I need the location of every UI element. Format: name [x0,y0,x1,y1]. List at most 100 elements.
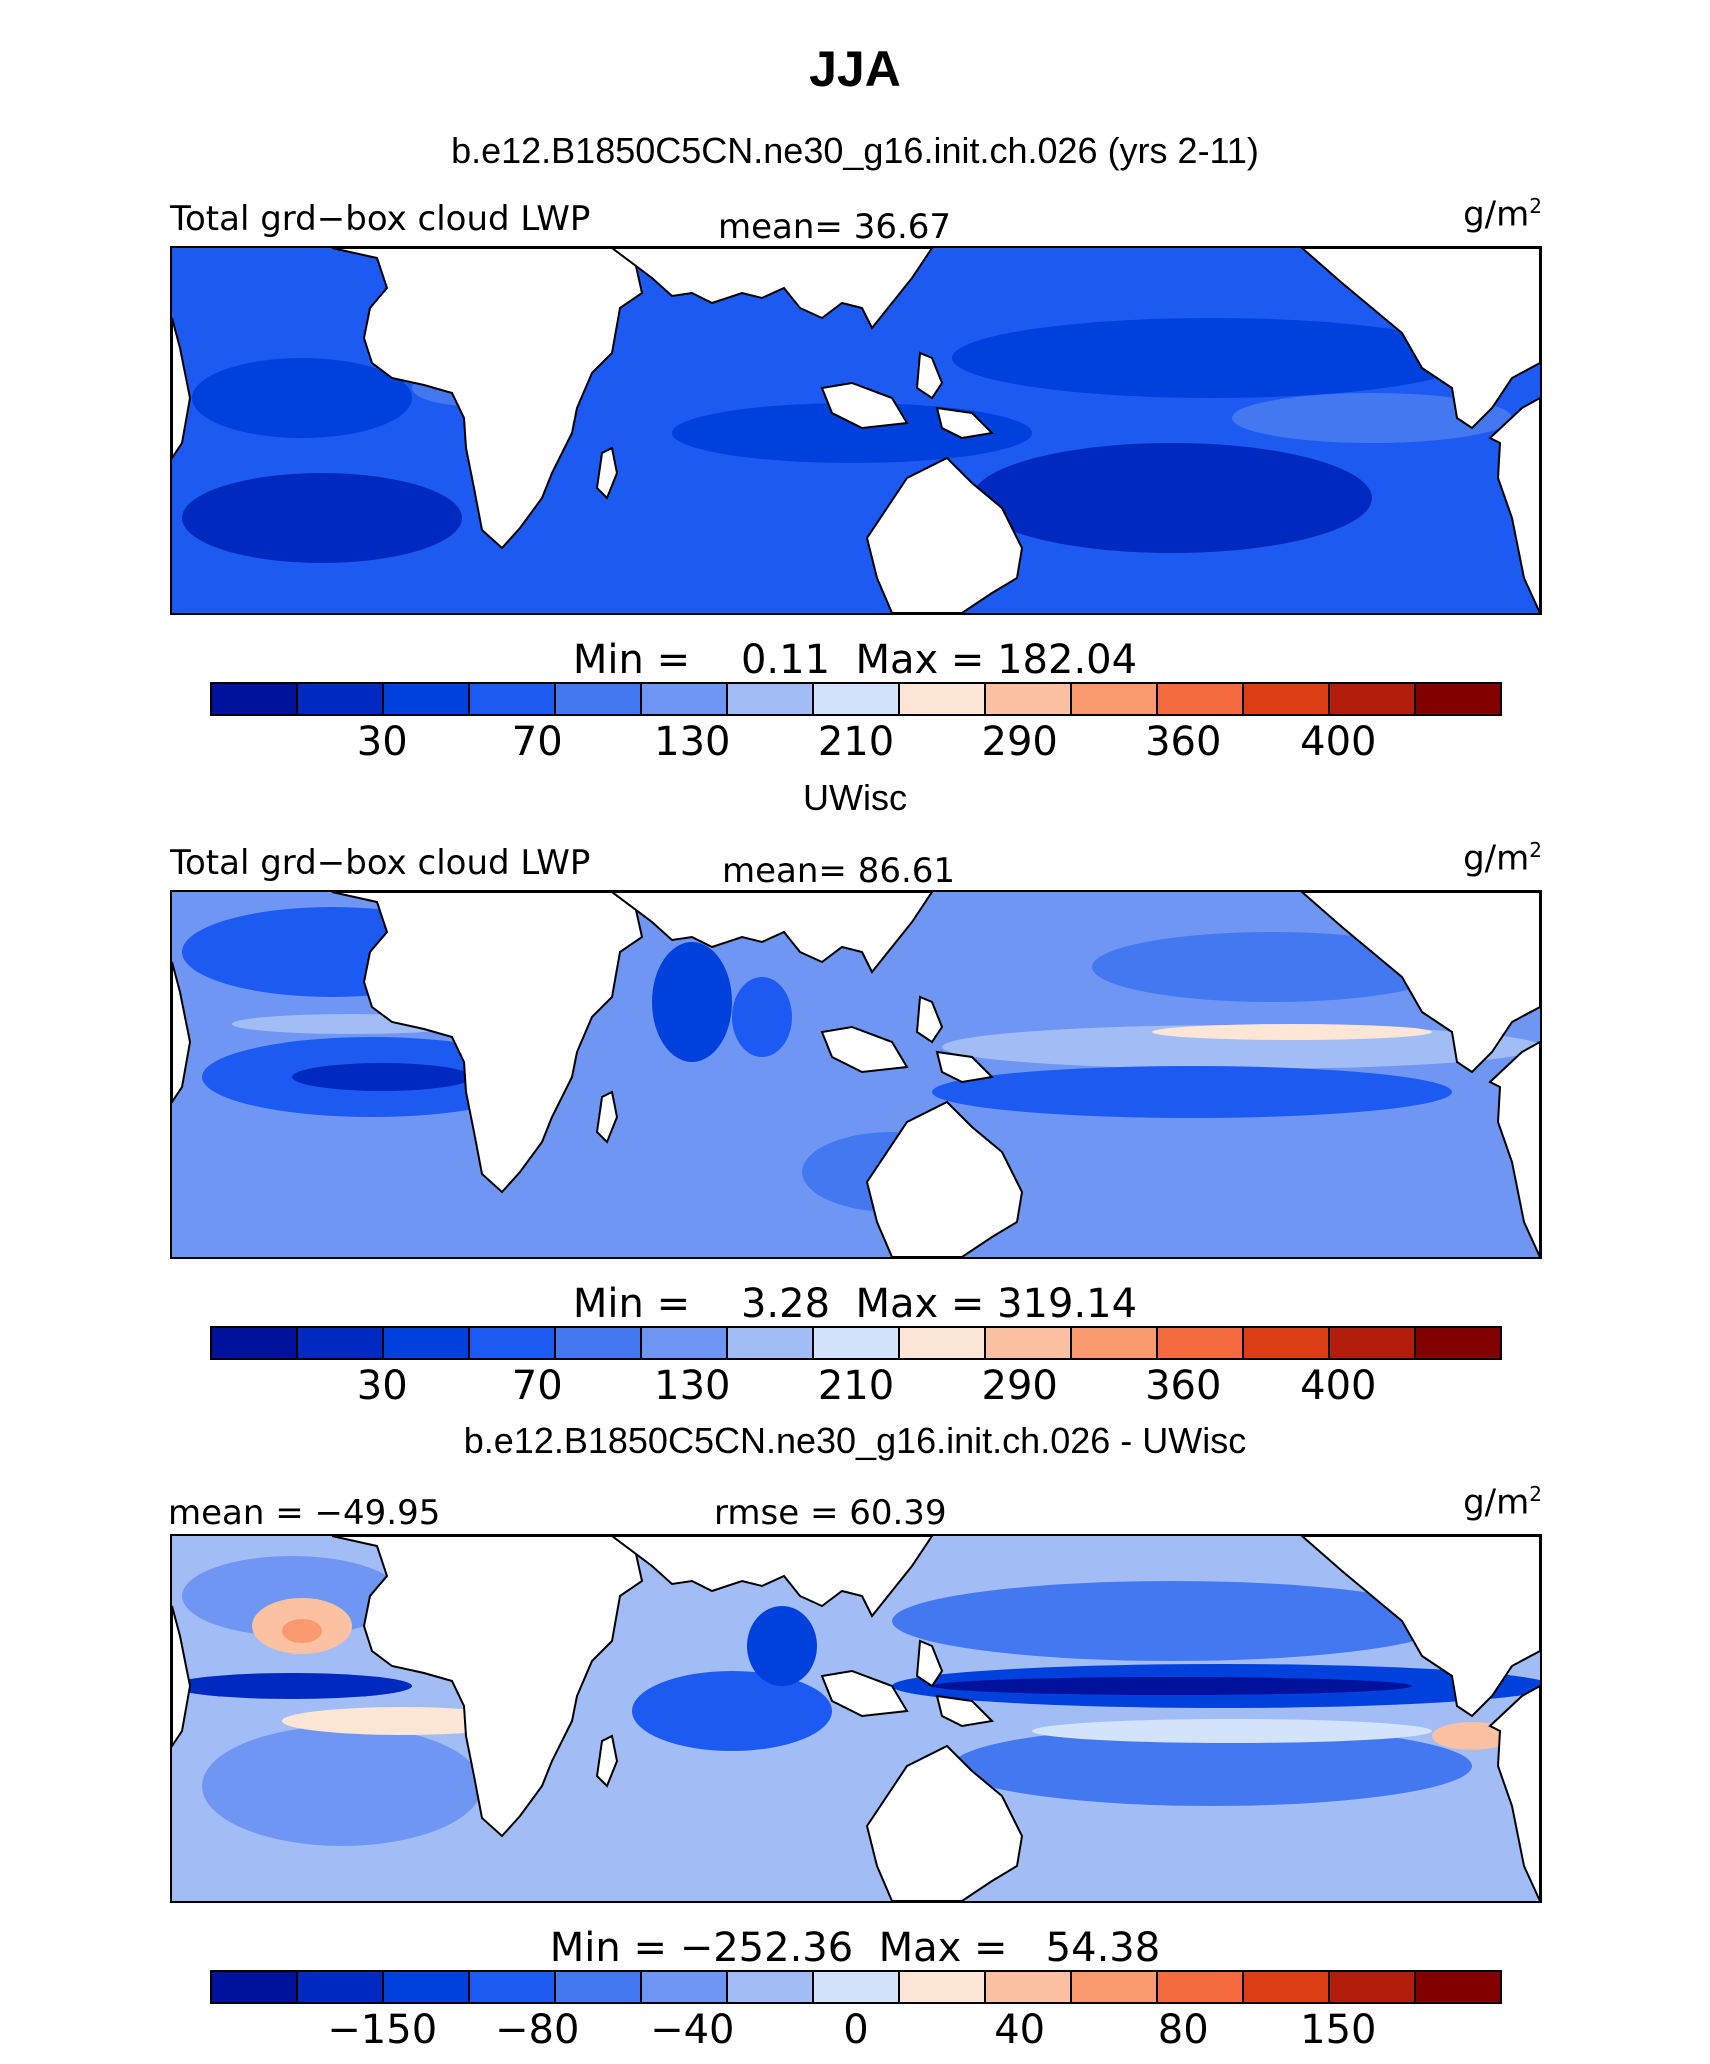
panel-1-case-title: b.e12.B1850C5CN.ne30_g16.init.ch.026 (yr… [451,130,1259,171]
panel-2-case-title: UWisc [803,777,907,818]
colorbar-swatch [1072,684,1158,714]
field-patch [292,1063,472,1091]
colorbar-swatch [900,684,986,714]
colorbar-swatch [642,1972,728,2002]
field-patch [1432,1722,1512,1750]
colorbar-tick-label: 360 [1145,1363,1222,1409]
colorbar-swatch [642,684,728,714]
field-patch [1232,393,1512,443]
colorbar-tick-label: 130 [654,1363,731,1409]
colorbar-swatch [728,684,814,714]
colorbar-swatch [986,1972,1072,2002]
field-patch [932,1066,1452,1118]
colorbar-swatch [986,1328,1072,1358]
colorbar-swatch [900,1972,986,2002]
colorbar-tick-label: 400 [1300,719,1377,765]
colorbar-swatch [556,1972,642,2002]
panel-2-variable-label: Total grd−box cloud LWP [170,843,591,883]
colorbar-swatch [384,684,470,714]
colorbar-swatch [1244,1328,1330,1358]
colorbar-swatch [728,1328,814,1358]
colorbar-swatch [1158,1328,1244,1358]
panel-2-colorbar [210,1326,1502,1360]
panel-1-variable-label: Total grd−box cloud LWP [170,199,591,239]
colorbar-tick-label: 150 [1300,2007,1377,2053]
colorbar-tick-label: 30 [356,719,408,765]
land-masses [172,248,1540,613]
colorbar-swatch [384,1328,470,1358]
field-patch [747,1606,817,1686]
field-patch [932,1677,1412,1695]
field-patch [1092,932,1452,1002]
colorbar-swatch [1330,684,1416,714]
panel-1-units: g/m2 [1463,194,1542,235]
colorbar-swatch [814,684,900,714]
panel-3-minmax: Min = −252.36 Max = 54.38 [549,1925,1161,1971]
colorbar-swatch [814,1972,900,2002]
main-title: JJA [809,41,901,97]
colorbar-tick-label: −40 [650,2007,735,2053]
colorbar-tick-label: 400 [1300,1363,1377,1409]
panel-2-map [170,890,1542,1259]
field-patch [972,443,1372,553]
field-patch [202,1726,482,1846]
colorbar-swatch [212,684,298,714]
colorbar-swatch [1072,1972,1158,2002]
land-masses [172,892,1540,1257]
colorbar-swatch [212,1328,298,1358]
colorbar-swatch [1072,1328,1158,1358]
colorbar-tick-label: 30 [356,1363,408,1409]
colorbar-swatch [1244,1972,1330,2002]
panel-3-colorbar [210,1970,1502,2004]
colorbar-swatch [1416,684,1500,714]
panel-3-units: g/m2 [1463,1482,1542,1523]
field-patch [1152,1024,1432,1040]
field-patch [952,318,1472,398]
field-patch [192,358,412,438]
colorbar-swatch [298,1328,384,1358]
colorbar-tick-label: 70 [511,1363,563,1409]
colorbar-tick-label: 80 [1157,2007,1209,2053]
colorbar-tick-label: 210 [817,719,895,765]
panel-1-mean-label: mean= 36.67 [718,207,952,247]
panel-3-map [170,1534,1542,1903]
panel-1-minmax: Min = 0.11 Max = 182.04 [572,637,1138,683]
panel-2-colorbar-ticks: 30 70 130 210 290 360 400 [210,1366,1502,1410]
field-patch [282,1619,322,1643]
colorbar-tick-label: −80 [495,2007,580,2053]
panel-3-colorbar-ticks: −150 −80 −40 0 40 80 150 [210,2010,1502,2054]
colorbar-swatch [556,1328,642,1358]
field-patch [732,977,792,1057]
colorbar-swatch [1244,684,1330,714]
colorbar-tick-label: 210 [817,1363,895,1409]
panel-2-mean-label: mean= 86.61 [722,851,956,891]
field-patch [172,1673,412,1699]
colorbar-swatch [1416,1972,1500,2002]
panel-1-map [170,246,1542,615]
colorbar-swatch [298,1972,384,2002]
field-patch [1032,1719,1432,1743]
colorbar-swatch [556,684,642,714]
colorbar-swatch [728,1972,814,2002]
colorbar-tick-label: 0 [843,2007,869,2053]
colorbar-swatch [1158,1972,1244,2002]
panel-3-rmse-label: rmse = 60.39 [714,1493,947,1533]
colorbar-tick-label: 70 [511,719,563,765]
colorbar-swatch [470,1328,556,1358]
colorbar-swatch [298,684,384,714]
colorbar-swatch [470,684,556,714]
colorbar-swatch [986,684,1072,714]
panel-3-case-title: b.e12.B1850C5CN.ne30_g16.init.ch.026 - U… [463,1420,1247,1461]
colorbar-swatch [1158,684,1244,714]
panel-1-colorbar-ticks: 30 70 130 210 290 360 400 [210,722,1502,766]
field-patch [282,1707,522,1735]
colorbar-swatch [212,1972,298,2002]
colorbar-tick-label: 130 [654,719,731,765]
panel-3-mean-label: mean = −49.95 [168,1493,441,1533]
colorbar-swatch [642,1328,728,1358]
colorbar-swatch [1330,1328,1416,1358]
colorbar-swatch [1416,1328,1500,1358]
colorbar-tick-label: 360 [1145,719,1222,765]
colorbar-tick-label: 290 [981,1363,1058,1409]
panel-1-colorbar [210,682,1502,716]
